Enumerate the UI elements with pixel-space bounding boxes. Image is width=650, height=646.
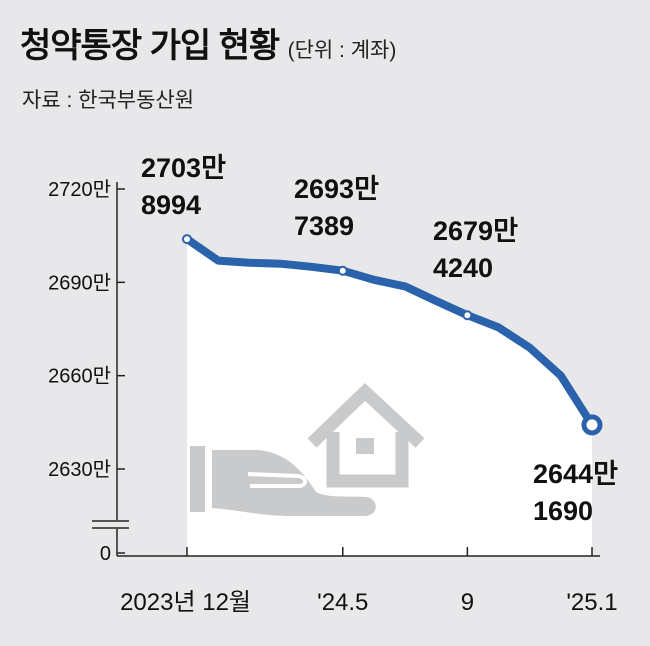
data-label: 7389 — [294, 211, 354, 241]
ticks: 2720만 2690만 2660만 2630만 0 2023년 12월 '24.5 9 '25.… — [48, 178, 618, 616]
data-label: 8994 — [141, 190, 201, 220]
unit-label: (단위 : 계좌) — [287, 39, 397, 62]
data-label: 1690 — [533, 496, 593, 526]
axes — [92, 182, 600, 557]
source-label: 자료 : 한국부동산원 — [22, 89, 195, 112]
data-label: 2644만 — [533, 459, 618, 489]
axis-break-mark — [92, 520, 129, 529]
y-tick-label: 2630만 — [48, 458, 111, 481]
x-tick-label: '24.5 — [317, 589, 368, 616]
y-tick-label: 2690만 — [48, 271, 111, 294]
chart-title: 청약통장 가입 현황 — [20, 27, 280, 65]
x-tick-label: 9 — [461, 589, 474, 616]
data-point-marker — [462, 310, 473, 321]
data-label: 2693만 — [294, 174, 379, 204]
series — [182, 234, 603, 436]
y-tick-label: 0 — [100, 543, 111, 565]
series-line — [183, 235, 596, 429]
data-point-marker — [337, 265, 348, 276]
house-icon — [307, 383, 425, 488]
illustration — [190, 383, 425, 516]
hand-icon — [190, 446, 376, 516]
data-point-marker — [182, 234, 192, 245]
data-label: 4240 — [433, 253, 493, 283]
y-tick-label: 2660만 — [48, 365, 111, 388]
data-label: 2679만 — [433, 216, 518, 246]
y-tick-label: 2720만 — [48, 178, 111, 201]
data-label: 2703만 — [141, 153, 226, 183]
title-row: 청약통장 가입 현황 (단위 : 계좌) — [20, 18, 396, 67]
data-point-marker — [581, 414, 603, 436]
x-tick-label: 2023년 12월 — [120, 589, 251, 616]
x-tick-label: '25.1 — [566, 589, 617, 616]
data-labels: 2703만 8994 2693만 7389 2679만 4240 2644만 1690 — [141, 153, 618, 526]
axis-break-gap — [114, 523, 120, 527]
